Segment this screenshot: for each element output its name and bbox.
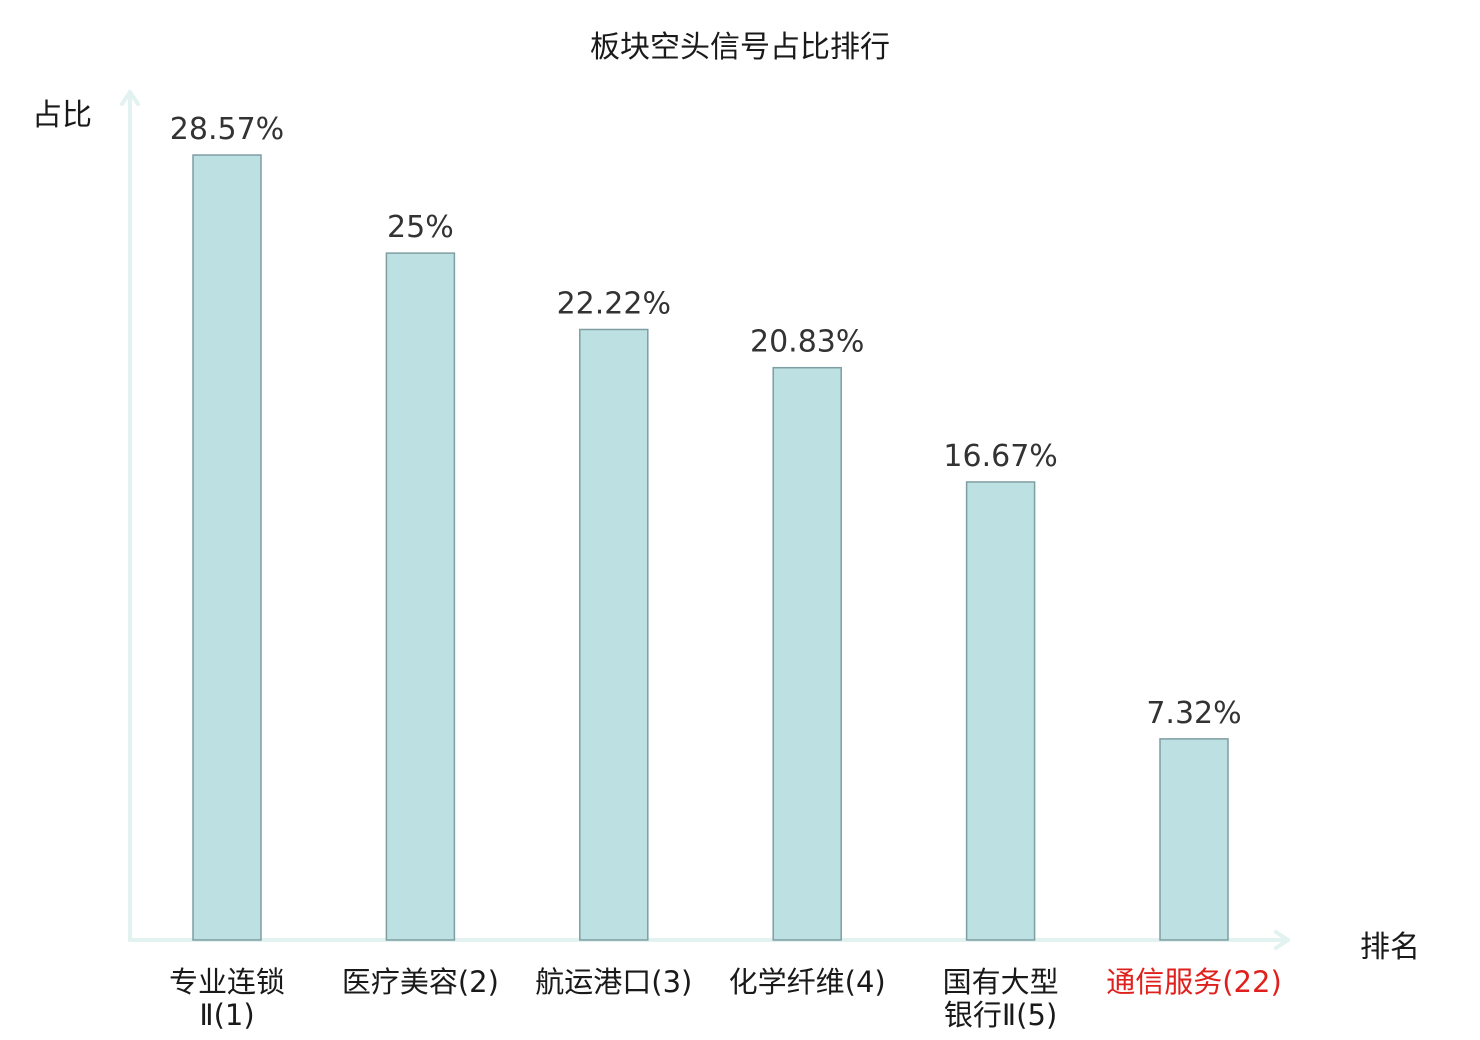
bar-5 [965,481,1036,941]
chart-title: 板块空头信号占比排行 [590,30,890,65]
category-label-line1: 化学纤维(4) [728,965,886,999]
category-label-3: 航运港口(3) [519,966,709,999]
value-label-group: 28.57% 25% 22.22% 20.83% 16.67% 7.32% [170,112,1242,731]
y-axis-label: 占比 [32,98,92,133]
category-label-line1: 国有大型 [942,965,1059,999]
category-label-1: 专业连锁 Ⅱ(1) [132,966,322,1032]
bar-group [192,154,1229,941]
category-label-line1: 专业连锁 [168,965,285,999]
category-label-6: 通信服务(22) [1099,966,1289,999]
bar-2 [385,252,456,941]
axes [120,90,1290,950]
value-label-1: 28.57% [170,112,284,147]
category-label-line2: 银行Ⅱ(5) [943,998,1058,1032]
bar-1 [192,154,262,941]
bar-3 [579,328,649,941]
category-label-line1: 航运港口(3) [535,965,693,999]
category-label-line1: 通信服务(22) [1106,965,1282,999]
value-label-6: 7.32% [1146,696,1241,731]
bar-4 [772,366,842,941]
value-label-2: 25% [387,210,454,245]
category-label-2: 医疗美容(2) [325,966,515,999]
y-axis-arrow [120,90,140,106]
value-label-3: 22.22% [557,286,671,321]
category-label-line2: Ⅱ(1) [199,998,255,1032]
x-axis-label: 排名 [1360,930,1420,965]
x-axis-arrow [1274,930,1290,950]
category-label-5: 国有大型 银行Ⅱ(5) [906,966,1096,1032]
bar-6 [1159,738,1229,941]
category-label-4: 化学纤维(4) [712,966,902,999]
value-label-5: 16.67% [943,439,1057,474]
category-label-line1: 医疗美容(2) [341,965,499,999]
value-label-4: 20.83% [750,325,864,360]
